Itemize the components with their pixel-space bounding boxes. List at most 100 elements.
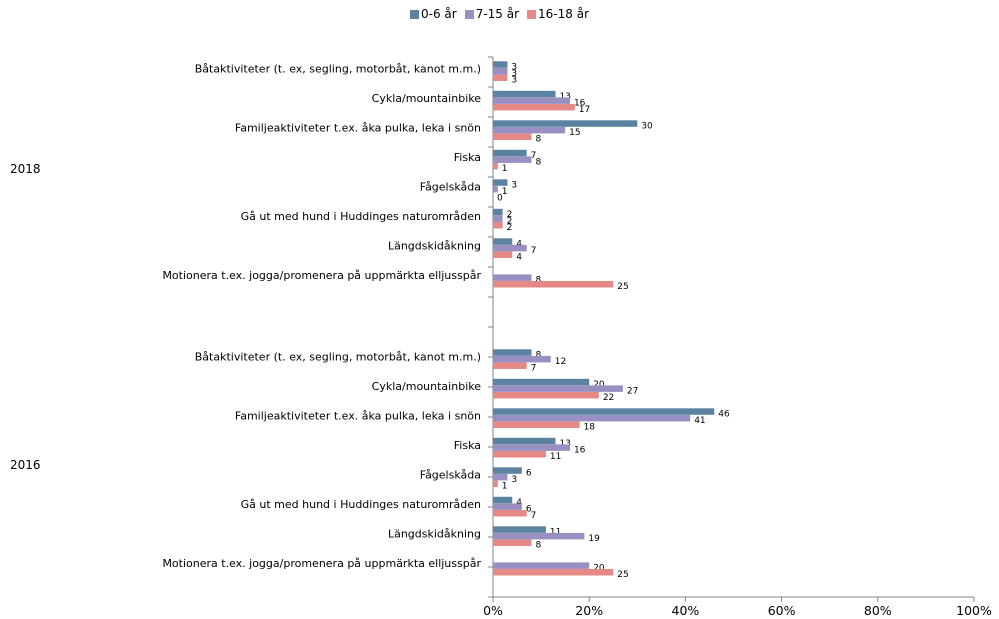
bar — [493, 179, 508, 186]
legend-swatch — [527, 10, 537, 19]
bar — [493, 126, 566, 134]
category-label: Fågelskåda — [420, 469, 481, 482]
x-tick-label: 80% — [864, 603, 892, 618]
legend-swatch — [409, 10, 419, 19]
data-label: 25 — [617, 570, 628, 580]
bar — [493, 421, 580, 428]
bar — [493, 274, 532, 281]
category-label: Gå ut med hund i Huddinges naturområden — [241, 498, 481, 511]
data-label: 3 — [511, 475, 517, 485]
data-label: 3 — [511, 69, 517, 79]
data-label: 19 — [588, 534, 600, 544]
data-label: 7 — [531, 511, 537, 521]
data-label: 18 — [584, 423, 596, 433]
data-label: 20 — [593, 380, 605, 390]
data-label: 16 — [574, 445, 586, 455]
category-label: Motionera t.ex. jogga/promenera på uppmä… — [162, 557, 481, 570]
x-tick-label: 60% — [768, 603, 796, 618]
category-label: Fågelskåda — [420, 181, 481, 194]
data-label: 30 — [641, 121, 653, 131]
legend-label: 0-6 år — [420, 7, 457, 21]
data-label: 0 — [497, 194, 503, 204]
bar — [493, 408, 715, 415]
bar — [493, 569, 614, 576]
data-label: 41 — [694, 416, 705, 426]
bar — [493, 480, 498, 487]
bar — [493, 444, 570, 451]
data-label: 11 — [550, 527, 561, 537]
bar — [493, 74, 508, 81]
data-label: 27 — [627, 386, 638, 396]
bar — [493, 156, 532, 163]
legend-label: 7-15 år — [475, 7, 520, 21]
x-tick-label: 100% — [956, 603, 992, 618]
bar — [493, 378, 590, 386]
bar — [493, 222, 503, 229]
bar — [493, 362, 527, 369]
data-label: 4 — [516, 253, 522, 263]
bar — [493, 208, 503, 216]
bar — [493, 532, 585, 540]
data-label: 20 — [593, 563, 605, 573]
bar — [493, 562, 590, 569]
data-label: 1 — [502, 482, 508, 492]
data-label: 1 — [502, 187, 508, 197]
data-label: 17 — [579, 105, 590, 115]
data-label: 13 — [560, 92, 571, 102]
data-label: 16 — [574, 98, 586, 108]
legend-item: 7-15 år — [464, 7, 520, 21]
bar — [493, 392, 599, 399]
data-label: 8 — [535, 350, 541, 360]
category-label: Fiska — [454, 151, 481, 164]
legend-item: 16-18 år — [527, 7, 589, 21]
bar — [493, 281, 614, 288]
data-label: 8 — [535, 275, 541, 285]
data-label: 2 — [507, 210, 513, 220]
bar — [493, 149, 527, 157]
data-label: 25 — [617, 282, 628, 292]
bar — [493, 451, 546, 458]
bar — [493, 251, 513, 258]
bar — [493, 61, 508, 68]
data-label: 6 — [526, 468, 532, 478]
bar — [493, 503, 522, 510]
bar — [493, 385, 623, 392]
data-label: 3 — [511, 62, 517, 72]
bar — [493, 473, 508, 481]
bar — [493, 238, 513, 245]
bar — [493, 496, 513, 504]
data-label: 2 — [507, 216, 513, 226]
bar — [493, 97, 570, 104]
x-tick-label: 0% — [483, 603, 503, 618]
data-label: 11 — [550, 452, 561, 462]
category-label: Båtaktiviteter (t. ex, segling, motorbåt… — [195, 351, 481, 364]
bar — [493, 414, 691, 422]
data-label: 1 — [502, 164, 508, 174]
bar — [493, 163, 498, 170]
data-label: 46 — [718, 409, 730, 419]
bar — [493, 349, 532, 356]
legend-item: 0-6 år — [409, 7, 457, 21]
category-label: Båtaktiviteter (t. ex, segling, motorbåt… — [195, 63, 481, 76]
data-label: 2 — [507, 223, 513, 233]
data-label: 15 — [569, 128, 580, 138]
bar — [493, 133, 532, 140]
bar — [493, 185, 498, 193]
bar — [493, 526, 546, 533]
bar — [493, 510, 527, 517]
data-label: 12 — [555, 357, 566, 367]
category-label: Familjeaktiviteter t.ex. åka pulka, leka… — [235, 122, 481, 135]
category-label: Längdskidåkning — [388, 528, 481, 541]
bar — [493, 244, 527, 252]
category-label: Familjeaktiviteter t.ex. åka pulka, leka… — [235, 410, 481, 423]
bar — [493, 539, 532, 546]
x-tick-label: 40% — [672, 603, 700, 618]
data-label: 4 — [516, 498, 522, 508]
bar — [493, 90, 556, 98]
data-label: 3 — [511, 180, 517, 190]
bar — [493, 120, 638, 127]
category-label: Cykla/mountainbike — [372, 380, 482, 393]
bar — [493, 67, 508, 75]
chart-legend: 0-6 år 7-15 år 16-18 år — [0, 7, 999, 21]
category-label: Fiska — [454, 439, 481, 452]
